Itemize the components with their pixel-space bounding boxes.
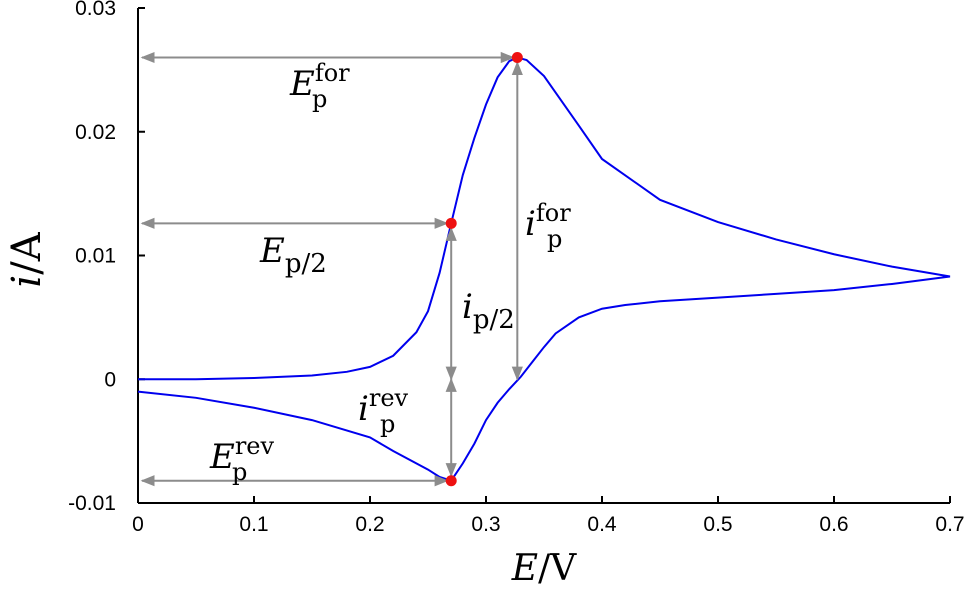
- e-label-sub: p: [312, 85, 327, 113]
- x-tick-label: 0: [132, 513, 144, 536]
- e-label-sup: for: [315, 59, 350, 87]
- x-tick-label: 0.7: [935, 513, 964, 536]
- y-axis-label: i/A: [4, 231, 50, 287]
- e-label-main: E: [259, 231, 285, 271]
- x-label-symbol: E: [511, 548, 538, 589]
- x-tick-label: 0.2: [355, 513, 384, 536]
- i-label-sub: p: [380, 410, 395, 438]
- y-tick-label: -0.01: [68, 492, 116, 515]
- x-tick-label: 0.6: [819, 513, 848, 536]
- i-label-sup: rev: [369, 384, 409, 412]
- y-label-symbol: i: [4, 275, 50, 288]
- e-label-sup: rev: [235, 432, 275, 460]
- i-label: ip/2: [462, 287, 515, 335]
- x-axis-label: E/V: [511, 548, 577, 589]
- y-tick-label: 0.01: [75, 245, 116, 268]
- i-label: irev p: [358, 384, 409, 438]
- peak-marker: [445, 217, 457, 229]
- x-tick-label: 0.5: [703, 513, 732, 536]
- e-label: Ep/2: [259, 231, 327, 279]
- i-label-sub: p: [547, 225, 562, 253]
- e-label-main: E: [209, 437, 235, 477]
- y-tick-label: 0.02: [75, 121, 116, 144]
- i-label-main: i: [462, 287, 473, 327]
- e-label: Efor p: [289, 59, 350, 113]
- x-tick-label: 0.4: [587, 513, 617, 536]
- x-tick-label: 0.3: [471, 513, 500, 536]
- peak-marker: [445, 475, 457, 487]
- x-label-unit: /V: [538, 548, 577, 589]
- e-label-sub: p/2: [285, 249, 327, 279]
- i-label: ifor p: [525, 199, 571, 253]
- e-label: Erev p: [209, 432, 275, 486]
- i-label-sub: p/2: [473, 305, 515, 335]
- i-label-main: i: [358, 389, 369, 429]
- peak-marker: [511, 52, 523, 63]
- e-label-main: E: [289, 64, 315, 104]
- x-tick-label: 0.1: [239, 513, 268, 536]
- y-label-unit: /A: [4, 231, 50, 274]
- y-tick-label: 0.03: [75, 0, 116, 20]
- i-label-main: i: [525, 204, 536, 244]
- i-label-sup: for: [536, 199, 571, 227]
- e-label-sub: p: [232, 458, 247, 486]
- y-tick-label: 0: [104, 368, 116, 391]
- data-line: [137, 56, 951, 482]
